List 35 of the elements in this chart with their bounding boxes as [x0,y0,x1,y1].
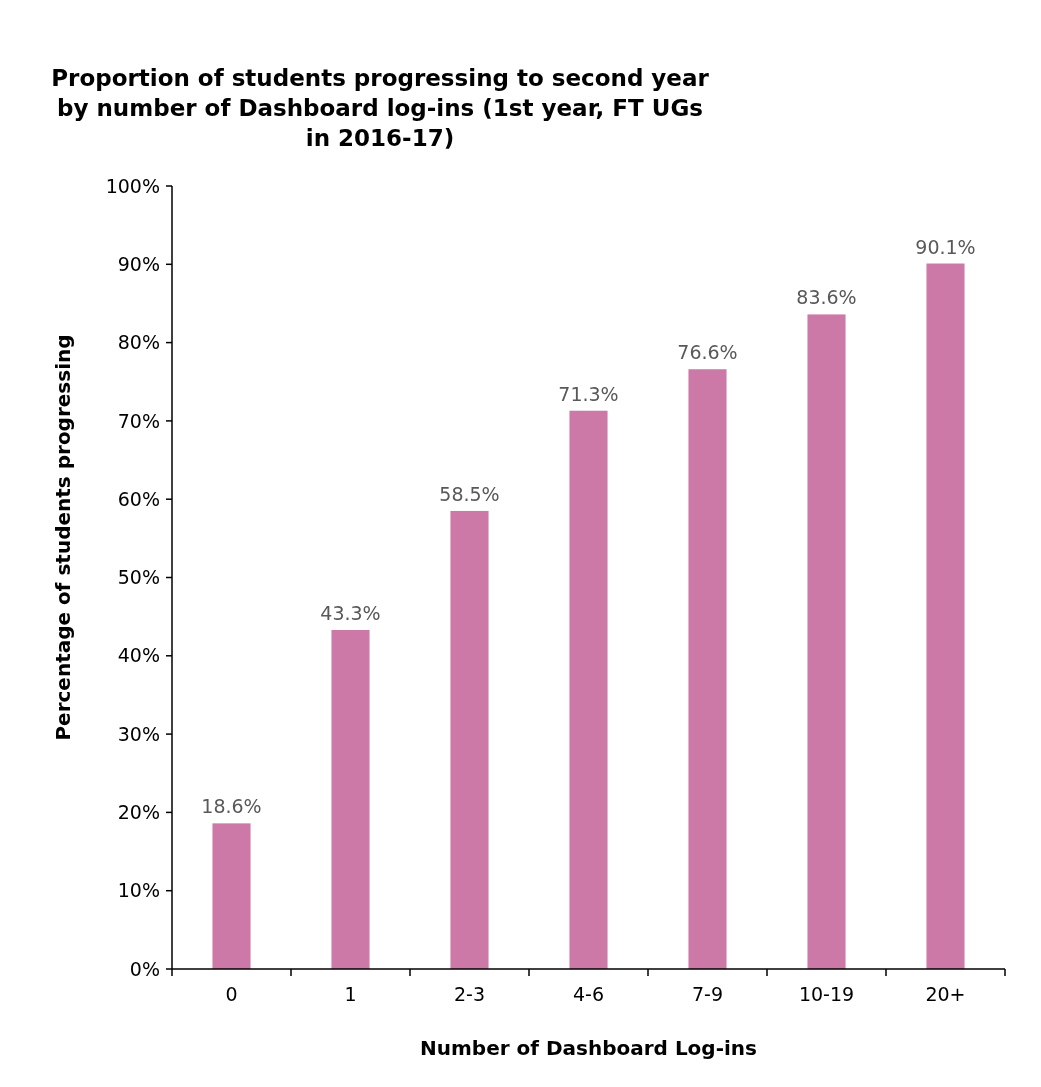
y-axis-title: Percentage of students progressing [51,334,75,741]
chart-title: Proportion of students progressing to second year by number of Dashboard log-ins (1st year, FT UGs in 2016-17) [51,65,710,151]
y-tick-label: 50% [117,566,160,589]
y-tick-label: 100% [105,174,160,197]
x-tick-label: 2-3 [453,983,486,1005]
data-label: 43.3% [320,601,381,624]
x-tick-label: 7-9 [691,983,724,1005]
x-tick-label: 4-6 [572,983,605,1005]
data-label: 90.1% [915,235,976,258]
data-label: 76.6% [677,341,738,364]
bar [331,629,370,969]
bar [807,314,846,969]
y-tick-label: 10% [117,879,160,902]
y-tick-label: 20% [117,801,160,824]
data-label: 18.6% [201,795,262,818]
bar [569,410,608,969]
bar [450,510,489,969]
y-tick-label: 60% [117,487,160,510]
x-axis-title: Number of Dashboard Log-ins [420,1036,757,1060]
y-tick-label: 90% [117,252,160,275]
x-tick-label: 1 [344,983,357,1005]
x-tick-label: 10-19 [798,983,855,1005]
y-tick-label: 40% [117,644,160,667]
y-tick-label: 80% [117,331,160,354]
bar [688,369,727,969]
y-tick-label: 0% [129,957,160,980]
data-label: 83.6% [796,286,857,309]
y-tick-label: 70% [117,409,160,432]
x-tick-label: 20+ [925,983,966,1005]
data-label: 71.3% [558,382,619,405]
data-label: 58.5% [439,482,500,505]
bar [212,823,251,969]
y-tick-label: 30% [117,722,160,745]
x-tick-label: 0 [225,983,238,1005]
bar [926,263,965,969]
